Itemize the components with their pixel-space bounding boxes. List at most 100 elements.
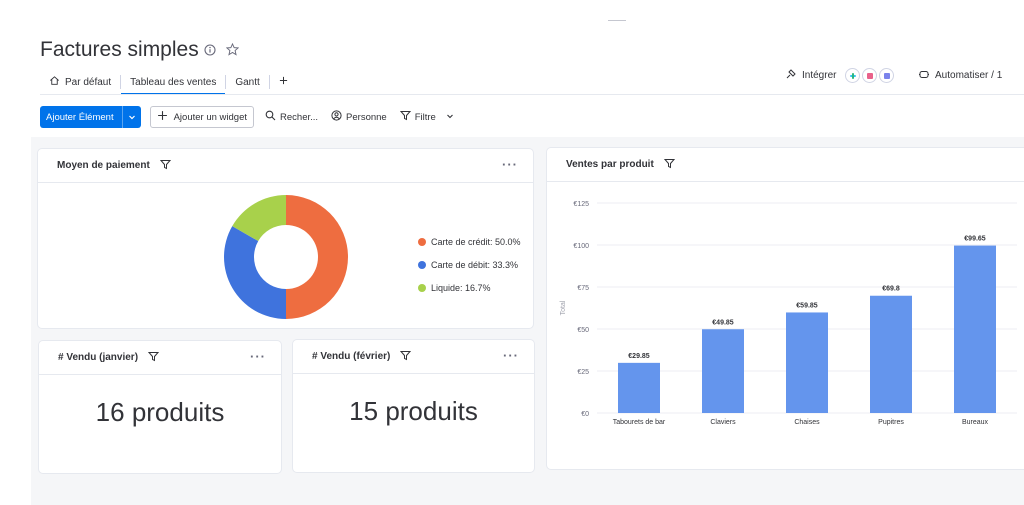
tab-label: Tableau des ventes: [130, 76, 217, 88]
y-tick-label: €100: [573, 243, 589, 250]
sold-january-value: 16 produits: [95, 397, 225, 427]
tab-divider: [268, 75, 270, 89]
filter-icon[interactable]: [400, 350, 412, 364]
tab-divider: [120, 75, 122, 89]
filter-icon[interactable]: [159, 159, 171, 173]
widget-menu-icon[interactable]: ···: [250, 349, 266, 364]
robot-icon: [918, 68, 930, 83]
bar[interactable]: [786, 312, 828, 413]
home-icon: [49, 75, 60, 89]
legend-label: Carte de débit: 33.3%: [431, 259, 519, 270]
board-toolbar: Ajouter Élément Ajouter un widget Recher…: [40, 106, 456, 128]
bar-data-label: €69.8: [882, 286, 900, 293]
plus-icon: [157, 110, 168, 124]
widget-title: Moyen de paiement: [57, 160, 150, 171]
info-icon[interactable]: [204, 43, 216, 61]
plus-icon: [279, 76, 288, 88]
sales-bar-chart: €0 €25 €50 €75 €100 €125 Total €29.85 Tabourets …: [560, 201, 1017, 426]
y-tick-label: €75: [577, 285, 589, 292]
bar[interactable]: [870, 295, 912, 413]
widget-menu-icon[interactable]: ···: [503, 348, 519, 363]
sold-february-value: 15 produits: [349, 396, 478, 426]
widget-header: Ventes par produit: [547, 148, 1024, 182]
tab-gantt[interactable]: Gantt: [226, 70, 268, 94]
jira-app-icon: [862, 68, 878, 83]
y-tick-label: €125: [573, 201, 589, 208]
widget-header: # Vendu (janvier): [39, 341, 281, 375]
legend-item: Carte de débit: 33.3%: [418, 253, 521, 276]
y-axis-label: Total: [560, 300, 567, 315]
x-tick-label: Bureaux: [962, 419, 989, 426]
payment-donut-chart: [224, 195, 348, 319]
filter-icon[interactable]: [663, 158, 675, 172]
bar-data-label: €49.85: [712, 319, 734, 326]
widget-menu-icon[interactable]: ···: [502, 157, 518, 172]
legend-label: Liquide: 16.7%: [431, 282, 491, 293]
filter-label: Filtre: [414, 111, 436, 123]
star-icon[interactable]: [225, 42, 240, 61]
bar-data-label: €59.85: [796, 302, 818, 309]
integrate-icon: [785, 68, 797, 83]
bar[interactable]: [618, 362, 660, 413]
widget-header: Moyen de paiement: [38, 149, 533, 183]
tab-label: Gantt: [235, 76, 260, 88]
donut-slice[interactable]: [224, 226, 286, 319]
integration-apps: [845, 68, 895, 83]
y-tick-label: €0: [581, 411, 589, 418]
x-tick-label: Tabourets de bar: [613, 419, 666, 426]
tab-label: Par défaut: [65, 76, 112, 88]
x-tick-label: Claviers: [710, 419, 736, 426]
legend-swatch: [418, 237, 426, 246]
search-button[interactable]: Recher...: [263, 106, 320, 128]
search-label: Recher...: [280, 111, 319, 123]
y-tick-label: €25: [577, 369, 589, 376]
widget-title: Ventes par produit: [566, 159, 654, 170]
widget-header: # Vendu (février): [293, 340, 534, 374]
filter-button[interactable]: Filtre: [398, 106, 456, 128]
integrate-label: Intégrer: [802, 70, 837, 81]
donut-slice[interactable]: [232, 195, 286, 242]
add-item-dropdown[interactable]: [121, 106, 141, 128]
integrate-button[interactable]: Intégrer: [785, 68, 895, 83]
payment-legend: Carte de crédit: 50.0% Carte de débit: 3…: [418, 230, 521, 299]
chevron-down-icon[interactable]: [446, 112, 454, 123]
sales-by-product-widget: Ventes par produit ··· €0€25€50€75€100€1…: [546, 147, 1024, 470]
widget-title: # Vendu (janvier): [58, 352, 139, 363]
y-tick-label: €50: [577, 327, 589, 334]
tab-par-defaut[interactable]: Par défaut: [40, 70, 120, 94]
page-title: Factures simples: [40, 38, 199, 61]
tab-tableau-des-ventes[interactable]: Tableau des ventes: [121, 70, 226, 95]
person-icon: [331, 110, 342, 124]
add-widget-button[interactable]: Ajouter un widget: [149, 106, 255, 128]
add-item-button[interactable]: Ajouter Élément: [40, 106, 141, 128]
search-icon: [265, 110, 276, 124]
legend-item: Carte de crédit: 50.0%: [418, 230, 521, 253]
filter-icon[interactable]: [147, 351, 160, 365]
add-widget-label: Ajouter un widget: [173, 111, 248, 123]
dashboard-canvas: Moyen de paiement ··· Carte de crédit: 5…: [31, 137, 1024, 505]
donut-slice[interactable]: [286, 195, 348, 319]
sold-january-widget: # Vendu (janvier) ··· 16 produits: [38, 340, 282, 474]
add-item-label: Ajouter Élément: [46, 111, 114, 123]
bar-data-label: €29.85: [628, 353, 650, 360]
legend-item: Liquide: 16.7%: [418, 276, 521, 299]
legend-label: Carte de crédit: 50.0%: [431, 236, 521, 247]
outlook-app-icon: [879, 68, 895, 83]
tabs-divider: [40, 94, 1024, 95]
legend-swatch: [418, 283, 426, 292]
x-tick-label: Chaises: [794, 419, 820, 426]
filter-icon: [399, 110, 411, 124]
sold-february-widget: # Vendu (février) ··· 15 produits: [292, 339, 535, 473]
automate-label: Automatiser / 1: [935, 70, 1003, 81]
tab-divider: [225, 75, 227, 89]
bar-data-label: €99.65: [964, 236, 986, 243]
person-filter-button[interactable]: Personne: [329, 106, 389, 128]
person-label: Personne: [346, 111, 387, 123]
slack-app-icon: [845, 68, 861, 83]
payment-widget: Moyen de paiement ··· Carte de crédit: 5…: [37, 148, 534, 329]
bar[interactable]: [702, 329, 744, 413]
bar[interactable]: [954, 245, 996, 413]
add-view-button[interactable]: [270, 70, 297, 94]
automate-button[interactable]: Automatiser / 1: [918, 68, 1002, 83]
chevron-down-icon: [128, 115, 135, 120]
